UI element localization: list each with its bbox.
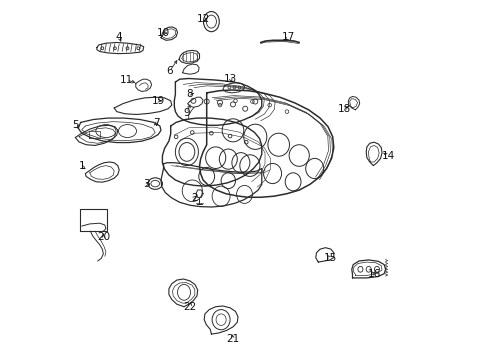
Text: 14: 14 <box>381 150 394 161</box>
Text: 5: 5 <box>72 120 79 130</box>
Text: 6: 6 <box>166 66 173 76</box>
Text: 10: 10 <box>157 28 170 38</box>
Text: 13: 13 <box>224 74 237 84</box>
Text: 19: 19 <box>152 96 165 106</box>
Text: 8: 8 <box>186 89 193 99</box>
Text: 21: 21 <box>226 334 239 344</box>
Text: 9: 9 <box>183 108 190 118</box>
Text: 15: 15 <box>323 253 336 264</box>
Text: 20: 20 <box>97 232 110 242</box>
Text: 3: 3 <box>143 179 150 189</box>
Text: 7: 7 <box>153 118 159 129</box>
Text: 11: 11 <box>120 75 133 85</box>
Text: 12: 12 <box>196 14 209 24</box>
Text: 2: 2 <box>190 193 197 203</box>
Text: 17: 17 <box>281 32 294 42</box>
Text: 18: 18 <box>337 104 350 114</box>
Text: 1: 1 <box>78 161 85 171</box>
Text: 22: 22 <box>183 302 196 312</box>
Text: 16: 16 <box>366 269 380 279</box>
Text: 4: 4 <box>116 32 122 42</box>
